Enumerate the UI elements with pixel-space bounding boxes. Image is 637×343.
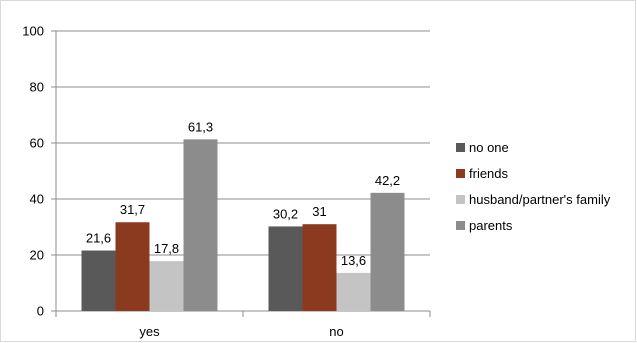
- data-label: 13,6: [341, 253, 366, 268]
- data-label: 42,2: [375, 173, 400, 188]
- data-label: 30,2: [273, 206, 298, 221]
- legend-label: friends: [469, 166, 509, 181]
- data-label: 21,6: [86, 231, 111, 246]
- bar: [336, 272, 371, 311]
- bar: [302, 224, 337, 311]
- legend-label: husband/partner's family: [469, 192, 611, 207]
- data-label: 61,3: [188, 119, 213, 134]
- legend-swatch: [456, 221, 465, 230]
- legend-label: parents: [469, 218, 513, 233]
- y-tick-label: 60: [30, 136, 44, 151]
- bar: [81, 250, 116, 311]
- legend-swatch: [456, 195, 465, 204]
- legend-swatch: [456, 169, 465, 178]
- x-tick-label: no: [329, 324, 343, 339]
- y-tick-label: 20: [30, 248, 44, 263]
- bar: [370, 192, 405, 311]
- y-tick-label: 0: [37, 304, 44, 319]
- bar: [268, 226, 303, 311]
- bar: [149, 261, 184, 311]
- data-label: 31: [312, 204, 326, 219]
- legend-swatch: [456, 143, 465, 152]
- y-tick-label: 100: [22, 24, 44, 39]
- y-tick-label: 40: [30, 192, 44, 207]
- y-tick-label: 80: [30, 80, 44, 95]
- legend-label: no one: [469, 140, 509, 155]
- data-label: 31,7: [120, 202, 145, 217]
- data-label: 17,8: [154, 241, 179, 256]
- bar: [115, 222, 150, 311]
- bar: [183, 139, 218, 311]
- x-tick-label: yes: [139, 324, 160, 339]
